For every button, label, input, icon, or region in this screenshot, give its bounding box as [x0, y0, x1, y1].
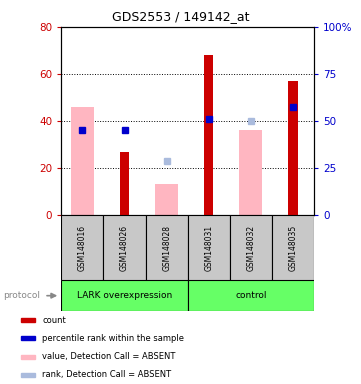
Text: GSM148032: GSM148032: [247, 225, 255, 271]
Text: GSM148031: GSM148031: [204, 225, 213, 271]
Bar: [61, 280, 188, 311]
Text: GSM148016: GSM148016: [78, 225, 87, 271]
Text: control: control: [235, 291, 267, 300]
Bar: [21, 336, 35, 340]
Bar: [288, 81, 297, 215]
Bar: [21, 373, 35, 377]
Bar: [230, 215, 272, 280]
Bar: [61, 215, 104, 280]
Bar: [21, 355, 35, 359]
Bar: [239, 131, 262, 215]
Text: GDS2553 / 149142_at: GDS2553 / 149142_at: [112, 10, 249, 23]
Text: GSM148028: GSM148028: [162, 225, 171, 271]
Text: percentile rank within the sample: percentile rank within the sample: [42, 334, 184, 343]
Bar: [188, 215, 230, 280]
Text: protocol: protocol: [4, 291, 40, 300]
Text: count: count: [42, 316, 66, 324]
Bar: [71, 107, 94, 215]
Bar: [120, 152, 129, 215]
Text: GSM148026: GSM148026: [120, 225, 129, 271]
Bar: [21, 318, 35, 322]
Bar: [104, 215, 145, 280]
Bar: [188, 280, 314, 311]
Bar: [272, 215, 314, 280]
Bar: [204, 55, 213, 215]
Text: rank, Detection Call = ABSENT: rank, Detection Call = ABSENT: [42, 371, 171, 379]
Bar: [155, 184, 178, 215]
Bar: [145, 215, 188, 280]
Text: value, Detection Call = ABSENT: value, Detection Call = ABSENT: [42, 352, 176, 361]
Text: LARK overexpression: LARK overexpression: [77, 291, 172, 300]
Text: GSM148035: GSM148035: [288, 225, 297, 271]
